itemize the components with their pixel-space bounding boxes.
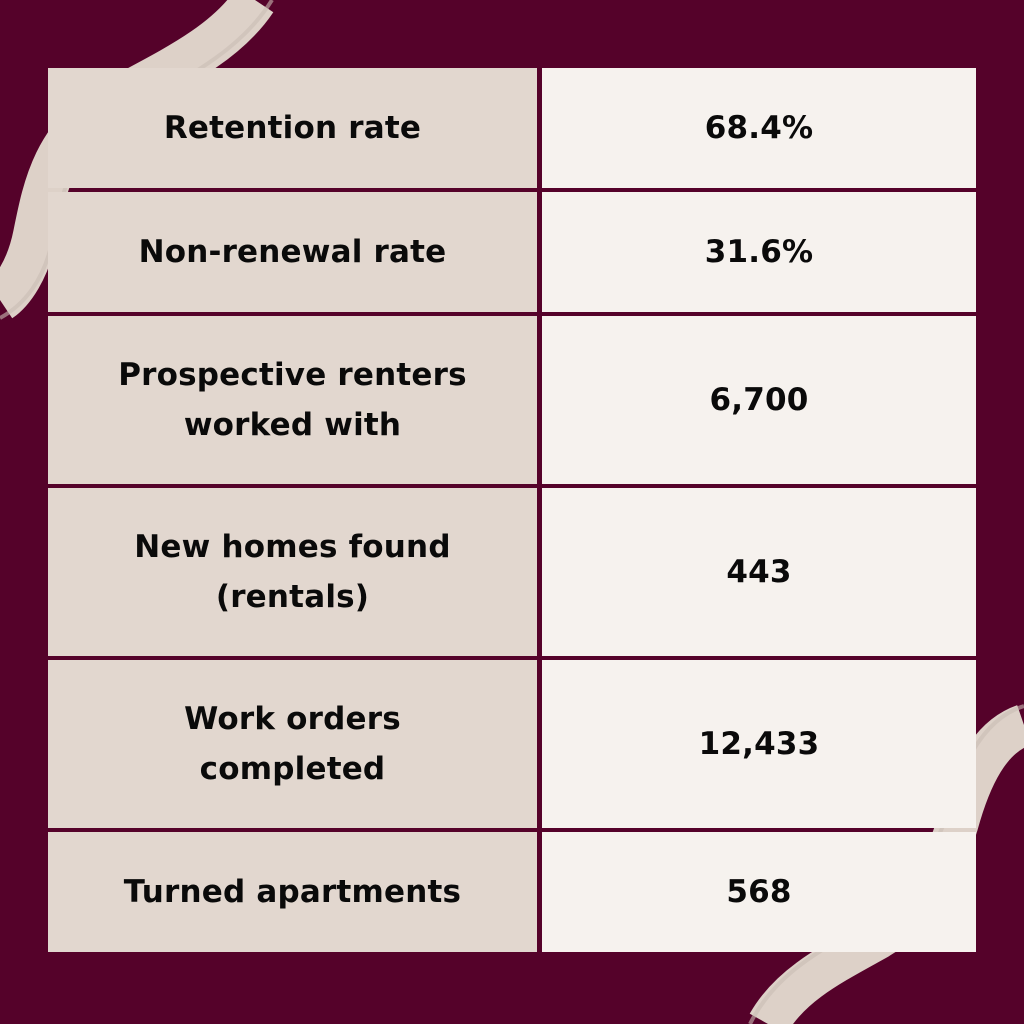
value-text: 568	[726, 873, 792, 910]
value-cell-prospective-renters: 6,700	[542, 316, 976, 484]
value-text: 68.4%	[704, 109, 814, 146]
value-text: 12,433	[698, 725, 820, 762]
label-cell-new-homes-found: New homes found (rentals)	[48, 488, 537, 656]
label-cell-work-orders: Work orders completed	[48, 660, 537, 828]
label-text: Work orders completed	[184, 700, 401, 787]
value-text: 6,700	[709, 381, 809, 418]
label-text: Non-renewal rate	[138, 233, 447, 270]
label-text: Retention rate	[163, 109, 422, 146]
value-cell-work-orders: 12,433	[542, 660, 976, 828]
value-cell-non-renewal-rate: 31.6%	[542, 192, 976, 312]
label-cell-retention-rate: Retention rate	[48, 68, 537, 188]
stats-table: Retention rate 68.4% Non-renewal rate 31…	[48, 68, 976, 956]
label-text: Turned apartments	[123, 873, 462, 910]
value-cell-turned-apartments: 568	[542, 832, 976, 952]
label-cell-non-renewal-rate: Non-renewal rate	[48, 192, 537, 312]
value-text: 31.6%	[704, 233, 814, 270]
value-cell-retention-rate: 68.4%	[542, 68, 976, 188]
label-cell-prospective-renters: Prospective renters worked with	[48, 316, 537, 484]
value-text: 443	[726, 553, 792, 590]
label-cell-turned-apartments: Turned apartments	[48, 832, 537, 952]
label-text: Prospective renters worked with	[118, 356, 467, 443]
label-text: New homes found (rentals)	[134, 528, 451, 615]
value-cell-new-homes-found: 443	[542, 488, 976, 656]
